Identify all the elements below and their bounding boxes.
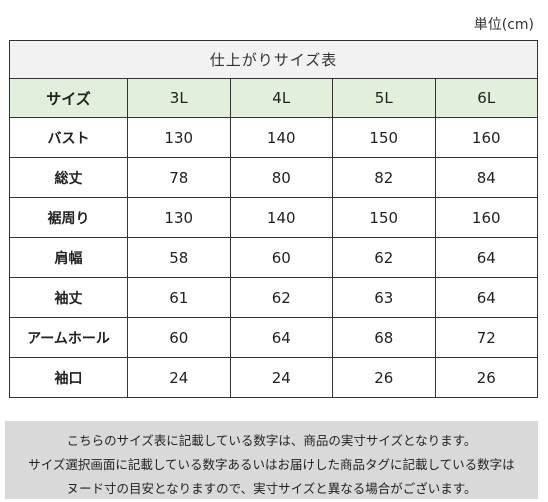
table-header-row: サイズ 3L 4L 5L 6L bbox=[9, 78, 538, 118]
table-cell: 130 bbox=[127, 197, 231, 238]
row-label-hem: 裾周り bbox=[9, 197, 128, 238]
header-label: サイズ bbox=[9, 78, 128, 118]
table-cell: 64 bbox=[434, 277, 538, 318]
table-cell: 130 bbox=[127, 117, 231, 158]
table-cell: 24 bbox=[229, 357, 333, 398]
table-cell: 140 bbox=[229, 117, 333, 158]
table-cell: 80 bbox=[229, 157, 333, 198]
table-title: 仕上がりサイズ表 bbox=[9, 40, 538, 79]
table-row: 肩幅 58 60 62 64 bbox=[9, 237, 538, 278]
table-cell: 160 bbox=[434, 197, 538, 238]
row-label-length: 総丈 bbox=[9, 157, 128, 198]
table-cell: 26 bbox=[434, 357, 538, 398]
size-notice: こちらのサイズ表に記載している数字は、商品の実寸サイズとなります。 サイズ選択画… bbox=[5, 421, 538, 499]
table-cell: 64 bbox=[229, 317, 333, 358]
notice-line: こちらのサイズ表に記載している数字は、商品の実寸サイズとなります。 bbox=[66, 433, 477, 448]
table-title-row: 仕上がりサイズ表 bbox=[9, 40, 538, 79]
notice-line: ヌード寸の目安となりますので、実寸サイズと異なる場合がございます。 bbox=[66, 481, 477, 496]
table-row: 袖口 24 24 26 26 bbox=[9, 357, 538, 398]
table-row: 総丈 78 80 82 84 bbox=[9, 157, 538, 198]
table-cell: 160 bbox=[434, 117, 538, 158]
table-cell: 68 bbox=[332, 317, 436, 358]
header-size-3l: 3L bbox=[127, 78, 231, 118]
table-row: バスト 130 140 150 160 bbox=[9, 117, 538, 158]
table-cell: 61 bbox=[127, 277, 231, 318]
header-size-5l: 5L bbox=[332, 78, 436, 118]
table-cell: 150 bbox=[332, 197, 436, 238]
table-cell: 78 bbox=[127, 157, 231, 198]
row-label-cuff: 袖口 bbox=[9, 357, 128, 398]
table-cell: 60 bbox=[229, 237, 333, 278]
table-cell: 26 bbox=[332, 357, 436, 398]
row-label-bust: バスト bbox=[9, 117, 128, 158]
size-table: 仕上がりサイズ表 サイズ 3L 4L 5L 6L バスト 130 140 150… bbox=[9, 40, 538, 398]
header-size-6l: 6L bbox=[434, 78, 538, 118]
notice-line: サイズ選択画面に記載している数字あるいはお届けした商品タグに記載している数字は bbox=[28, 457, 515, 472]
unit-label: 単位(cm) bbox=[473, 17, 534, 33]
table-cell: 58 bbox=[127, 237, 231, 278]
table-cell: 72 bbox=[434, 317, 538, 358]
table-cell: 63 bbox=[332, 277, 436, 318]
table-cell: 82 bbox=[332, 157, 436, 198]
table-row: 袖丈 61 62 63 64 bbox=[9, 277, 538, 318]
row-label-shoulder: 肩幅 bbox=[9, 237, 128, 278]
row-label-armhole: アームホール bbox=[9, 317, 128, 358]
table-cell: 62 bbox=[332, 237, 436, 278]
table-cell: 84 bbox=[434, 157, 538, 198]
table-row: アームホール 60 64 68 72 bbox=[9, 317, 538, 358]
table-cell: 150 bbox=[332, 117, 436, 158]
header-size-4l: 4L bbox=[229, 78, 333, 118]
table-row: 裾周り 130 140 150 160 bbox=[9, 197, 538, 238]
table-cell: 24 bbox=[127, 357, 231, 398]
table-cell: 64 bbox=[434, 237, 538, 278]
table-cell: 62 bbox=[229, 277, 333, 318]
table-cell: 60 bbox=[127, 317, 231, 358]
row-label-sleeve: 袖丈 bbox=[9, 277, 128, 318]
table-cell: 140 bbox=[229, 197, 333, 238]
